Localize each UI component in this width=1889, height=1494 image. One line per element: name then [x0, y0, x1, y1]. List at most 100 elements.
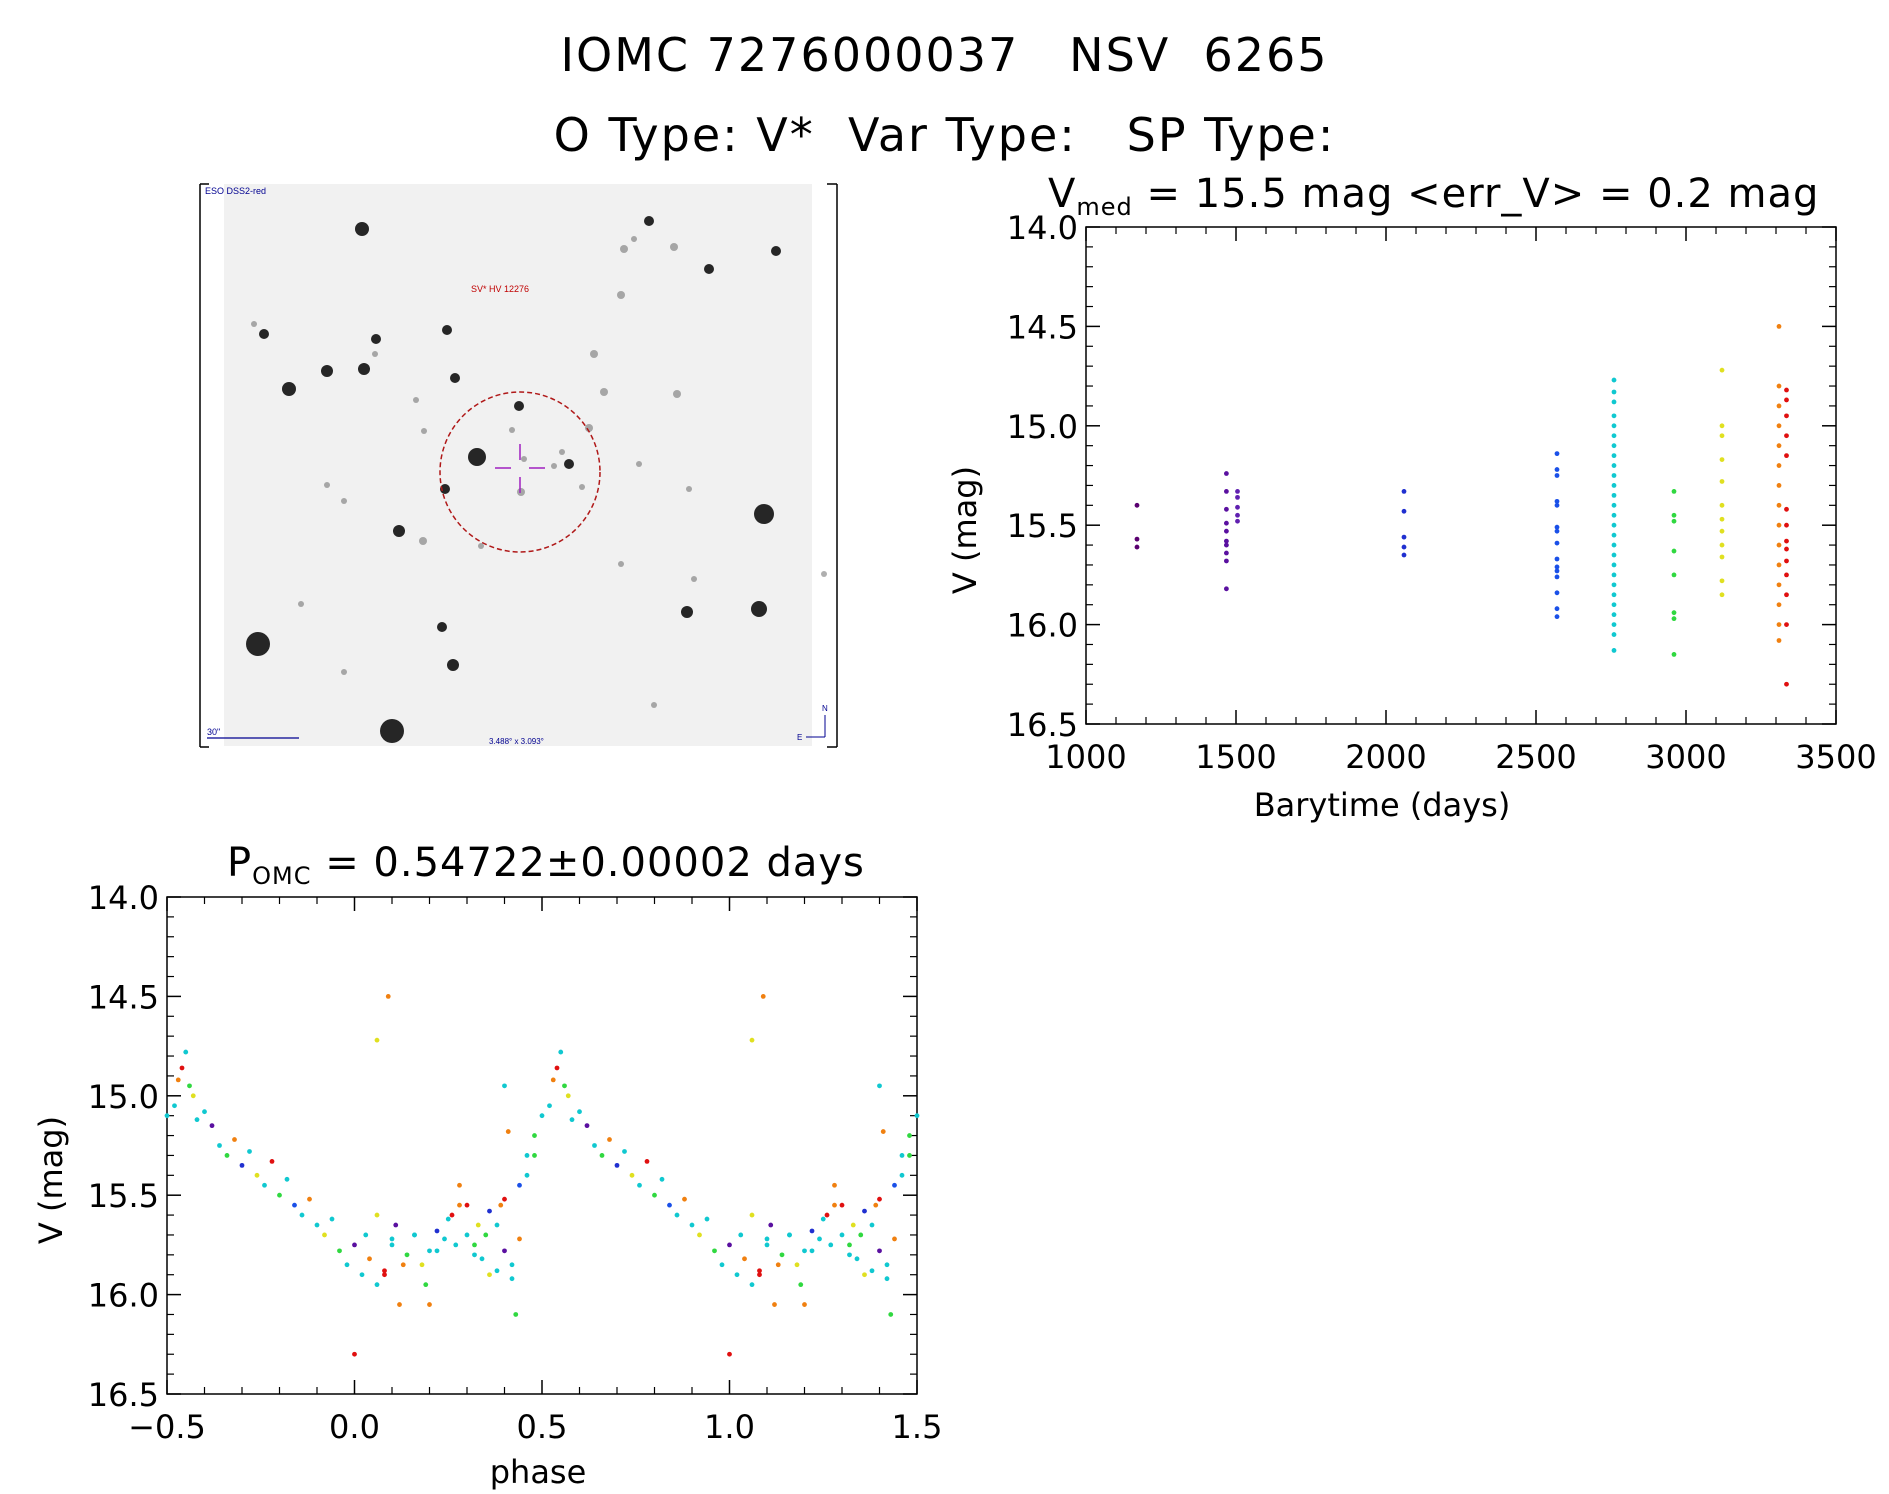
light-curve-point: [1719, 433, 1725, 439]
light-curve-point: [1611, 389, 1617, 395]
phase-curve-point: [742, 1256, 747, 1262]
light-curve-point: [1784, 387, 1789, 393]
phase-curve-point: [397, 1302, 402, 1307]
phase-curve-point: [907, 1133, 912, 1138]
phase-curve-title: POMC = 0.54722±0.00002 days: [227, 840, 864, 890]
phase-curve-point: [760, 994, 766, 999]
star-11: [673, 390, 681, 398]
star-31: [393, 525, 405, 537]
light-curve-point: [1224, 471, 1229, 476]
star-13: [251, 321, 257, 327]
light-curve-point: [1776, 383, 1782, 389]
phase-curve-ytick-label: 14.5: [88, 978, 159, 1016]
phase-curve-point: [175, 1077, 181, 1083]
light-curve-point: [1224, 542, 1229, 548]
phase-curve-point: [457, 1182, 462, 1188]
star-7: [631, 236, 637, 242]
phase-curve-point: [247, 1149, 252, 1154]
light-curve-point: [1784, 453, 1789, 459]
light-curve-point: [1776, 638, 1782, 643]
phase-curve-point: [607, 1137, 612, 1142]
phase-curve-point: [667, 1202, 672, 1208]
phase-curve-point: [202, 1109, 207, 1115]
star-51: [551, 463, 557, 469]
phase-curve-point: [389, 1242, 395, 1248]
phase-curve-point: [862, 1208, 867, 1214]
star-16: [358, 363, 370, 375]
phase-curve-point: [820, 1216, 826, 1222]
survey-label: ESO DSS2-red: [205, 186, 266, 196]
svg-text:Vmed = 15.5 mag <err_V> = 0.2: Vmed = 15.5 mag <err_V> = 0.2 mag: [1048, 171, 1819, 221]
star-53: [579, 484, 585, 490]
star-34: [324, 482, 330, 488]
light-curve-point: [1611, 413, 1617, 419]
light-curve-ylabel: V (mag): [946, 466, 984, 594]
light-curve-xtick-label: 2500: [1495, 738, 1576, 776]
star-2: [644, 216, 654, 226]
light-curve-point: [1719, 592, 1725, 598]
phase-curve-point: [487, 1272, 492, 1278]
phase-curve-point: [847, 1242, 852, 1248]
phase-curve-point: [877, 1248, 882, 1254]
light-curve-point: [1776, 324, 1782, 329]
light-curve-point: [1611, 542, 1617, 548]
phase-curve-ylabel: V (mag): [32, 1116, 70, 1244]
compass: [806, 715, 826, 738]
star-21: [450, 373, 460, 383]
object-type-line: O Type: V* Var Type: SP Type:: [553, 108, 1336, 162]
phase-curve-point: [472, 1252, 477, 1258]
light-curve-point: [1134, 536, 1140, 542]
light-curve-point: [1554, 556, 1560, 562]
light-curve-point: [1235, 518, 1240, 524]
phase-curve-point: [749, 1282, 755, 1288]
phase-curve-ytick-label: 15.0: [88, 1078, 159, 1116]
phase-curve-point: [517, 1236, 522, 1242]
phase-curve-point: [914, 1113, 920, 1119]
light-curve-point: [1719, 367, 1725, 373]
light-curve-point: [1776, 483, 1782, 488]
phase-curve-point: [423, 1282, 429, 1288]
star-field: [246, 216, 827, 743]
star-44: [298, 601, 304, 607]
light-curve-title-var: V: [1048, 171, 1076, 217]
star-1: [355, 222, 369, 236]
phase-curve-point: [239, 1162, 245, 1168]
phase-curve-point: [584, 1123, 590, 1129]
star-41: [437, 622, 447, 632]
phase-curve-point: [907, 1153, 912, 1158]
light-curve-point: [1784, 572, 1789, 578]
phase-curve-point: [498, 1202, 504, 1208]
light-curve-point: [1554, 574, 1560, 580]
light-curve-point: [1671, 512, 1677, 518]
phase-curve-point: [873, 1202, 879, 1208]
phase-curve-point: [505, 1129, 511, 1134]
light-curve-point: [1554, 502, 1560, 508]
phase-curve-point: [314, 1222, 320, 1228]
light-curve-point: [1719, 528, 1725, 534]
light-curve-frame: [1085, 226, 1837, 725]
light-curve-point: [1611, 522, 1617, 528]
light-curve-point: [1611, 473, 1617, 478]
phase-curve-point: [487, 1208, 492, 1214]
phase-curve-point: [798, 1282, 804, 1288]
light-curve-point: [1776, 602, 1782, 608]
phase-curve-point: [622, 1149, 627, 1154]
phase-curve-point: [802, 1248, 807, 1254]
phase-curve-point: [532, 1133, 537, 1138]
phase-curve-point: [190, 1093, 196, 1099]
phase-curve-point: [809, 1228, 815, 1234]
light-curve-point: [1611, 532, 1617, 538]
target-circle: [439, 391, 601, 553]
finder-chart: ESO DSS2-red SV* HV 12276 30" 3.488° x 3…: [199, 182, 839, 749]
light-curve-point: [1784, 592, 1789, 598]
phase-curve-point: [502, 1248, 507, 1254]
light-curve-point: [1611, 562, 1617, 568]
phase-curve-point: [217, 1143, 222, 1148]
phase-curve-point: [847, 1252, 852, 1258]
phase-curve-point: [254, 1172, 260, 1178]
phase-curve-point: [517, 1182, 522, 1188]
phase-curve-point: [892, 1236, 897, 1242]
phase-curve-point: [453, 1242, 459, 1248]
star-38: [618, 561, 624, 567]
